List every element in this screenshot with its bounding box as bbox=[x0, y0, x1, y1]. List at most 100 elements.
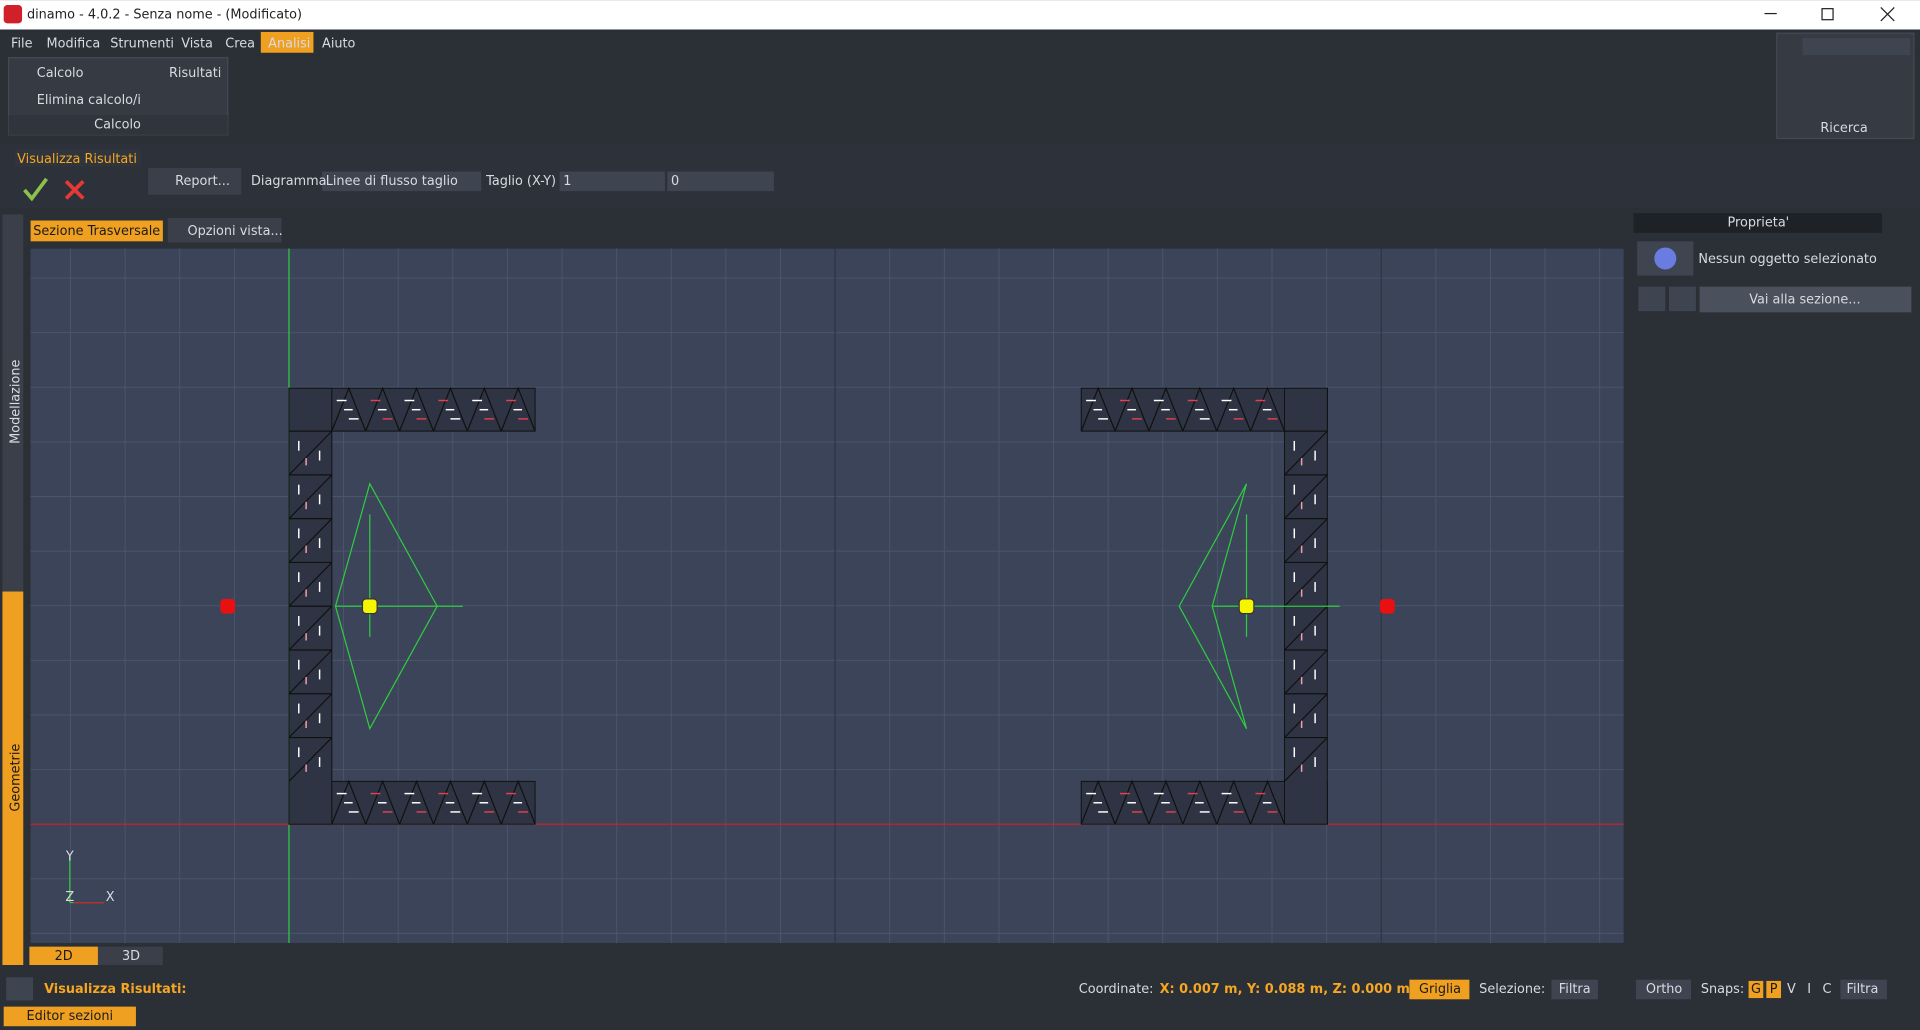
mesh-edge bbox=[1114, 779, 1150, 825]
label: Crea bbox=[225, 37, 255, 52]
mesh-edge bbox=[399, 386, 435, 432]
label: dinamo - 4.0.2 - Senza nome - (Modificat… bbox=[27, 7, 302, 22]
label: Opzioni vista... bbox=[187, 224, 282, 239]
sections bbox=[69, 386, 1395, 904]
label: Analisi bbox=[268, 37, 310, 52]
side-tab-label: Geometrie bbox=[8, 744, 23, 812]
mesh-edge bbox=[288, 649, 333, 695]
mesh-edge bbox=[288, 430, 333, 476]
label: Diagramma bbox=[251, 174, 327, 189]
mesh-edge bbox=[1182, 386, 1218, 432]
side-tab-label: Modellazione bbox=[8, 360, 23, 444]
mesh-edge bbox=[1080, 779, 1116, 825]
label: Risultati bbox=[169, 66, 221, 81]
editor-tab[interactable] bbox=[3, 1006, 136, 1027]
mesh-edge bbox=[288, 605, 333, 651]
view-tab[interactable] bbox=[97, 946, 163, 965]
app-icon bbox=[3, 5, 23, 24]
mesh-edge bbox=[331, 386, 367, 432]
mesh-edge bbox=[1284, 693, 1328, 738]
shear-center bbox=[1380, 598, 1395, 614]
label: X: 0.007 m, Y: 0.088 m, Z: 0.000 m bbox=[1160, 982, 1410, 997]
view-tab-active[interactable] bbox=[29, 946, 98, 965]
label: Selezione: bbox=[1479, 982, 1545, 997]
label: Modifica bbox=[47, 37, 101, 52]
label: 2D bbox=[55, 949, 73, 964]
mesh-edge bbox=[288, 736, 333, 782]
label: Filtra bbox=[1847, 982, 1879, 997]
mesh-edge bbox=[1284, 736, 1328, 782]
label: Ortho bbox=[1646, 982, 1683, 997]
label: Griglia bbox=[1419, 982, 1461, 997]
grid-btn[interactable] bbox=[1409, 979, 1470, 1000]
cancel-icon[interactable] bbox=[64, 180, 85, 200]
toolbar-title-bg bbox=[14, 149, 141, 167]
tab[interactable] bbox=[167, 218, 282, 243]
label: C bbox=[1822, 982, 1831, 997]
snap-on bbox=[1766, 980, 1782, 999]
ok-icon[interactable] bbox=[23, 177, 49, 202]
status-icon bbox=[6, 977, 34, 1001]
prop-header bbox=[1633, 213, 1883, 233]
label: P bbox=[1770, 982, 1778, 997]
field2[interactable] bbox=[667, 171, 774, 192]
side-tab-active[interactable] bbox=[2, 591, 24, 965]
ribbon-group-footer bbox=[8, 115, 228, 135]
mesh-edge bbox=[1182, 779, 1218, 825]
mesh-edge bbox=[1216, 779, 1252, 825]
canvas bbox=[30, 248, 1624, 943]
search-input[interactable] bbox=[1802, 38, 1911, 56]
shear-center bbox=[220, 598, 236, 614]
label: Filtra bbox=[1559, 982, 1591, 997]
label: Y bbox=[65, 850, 74, 865]
filter-btn[interactable] bbox=[1551, 979, 1598, 1000]
diagram-select[interactable] bbox=[322, 171, 482, 192]
label: Coordinate: bbox=[1079, 982, 1154, 997]
mesh-edge bbox=[399, 779, 435, 825]
label: X bbox=[106, 890, 115, 905]
mesh-edge bbox=[331, 779, 367, 825]
label: Taglio (X-Y) bbox=[485, 174, 556, 189]
label: Snaps: bbox=[1701, 982, 1744, 997]
fwd-btn[interactable] bbox=[1668, 286, 1696, 312]
title-bar bbox=[0, 0, 1920, 30]
mesh-edge bbox=[288, 474, 333, 520]
mesh-edge bbox=[1250, 386, 1286, 432]
report-button[interactable] bbox=[148, 167, 242, 195]
centroid-axes bbox=[335, 514, 463, 637]
info-icon bbox=[1654, 247, 1677, 270]
filter2-btn[interactable] bbox=[1840, 979, 1887, 1000]
window-controls bbox=[1764, 7, 1895, 22]
label: File bbox=[11, 37, 33, 52]
label: I bbox=[1807, 982, 1811, 997]
mesh-edge bbox=[1284, 474, 1328, 520]
label: 1 bbox=[563, 174, 571, 189]
mesh-edge bbox=[1250, 779, 1286, 825]
label: Nessun oggetto selezionato bbox=[1698, 252, 1877, 267]
menu-active bbox=[260, 31, 314, 53]
back-btn[interactable] bbox=[1638, 286, 1666, 312]
label: Visualizza Risultati bbox=[17, 152, 137, 167]
mesh-edge bbox=[1216, 386, 1252, 432]
label: Vai alla sezione... bbox=[1749, 293, 1860, 308]
mesh-edge bbox=[500, 386, 536, 432]
mesh-edge bbox=[288, 561, 333, 607]
label: Linee di flusso taglio bbox=[326, 174, 458, 189]
label: Z bbox=[65, 890, 74, 905]
tab-active[interactable] bbox=[30, 220, 163, 242]
mesh-edge bbox=[1284, 430, 1328, 476]
mesh-edge bbox=[365, 779, 401, 825]
goto-btn[interactable] bbox=[1699, 286, 1912, 313]
centroid-axes bbox=[1212, 514, 1340, 637]
snap-on bbox=[1748, 980, 1764, 999]
grid bbox=[30, 248, 1624, 943]
label: Report... bbox=[175, 174, 230, 189]
centroid bbox=[361, 598, 378, 615]
field1[interactable] bbox=[559, 171, 665, 192]
menu-bar bbox=[0, 30, 1920, 56]
label: Calcolo bbox=[94, 118, 141, 133]
ortho-btn[interactable] bbox=[1635, 979, 1692, 1000]
label: Proprieta' bbox=[1728, 215, 1790, 230]
